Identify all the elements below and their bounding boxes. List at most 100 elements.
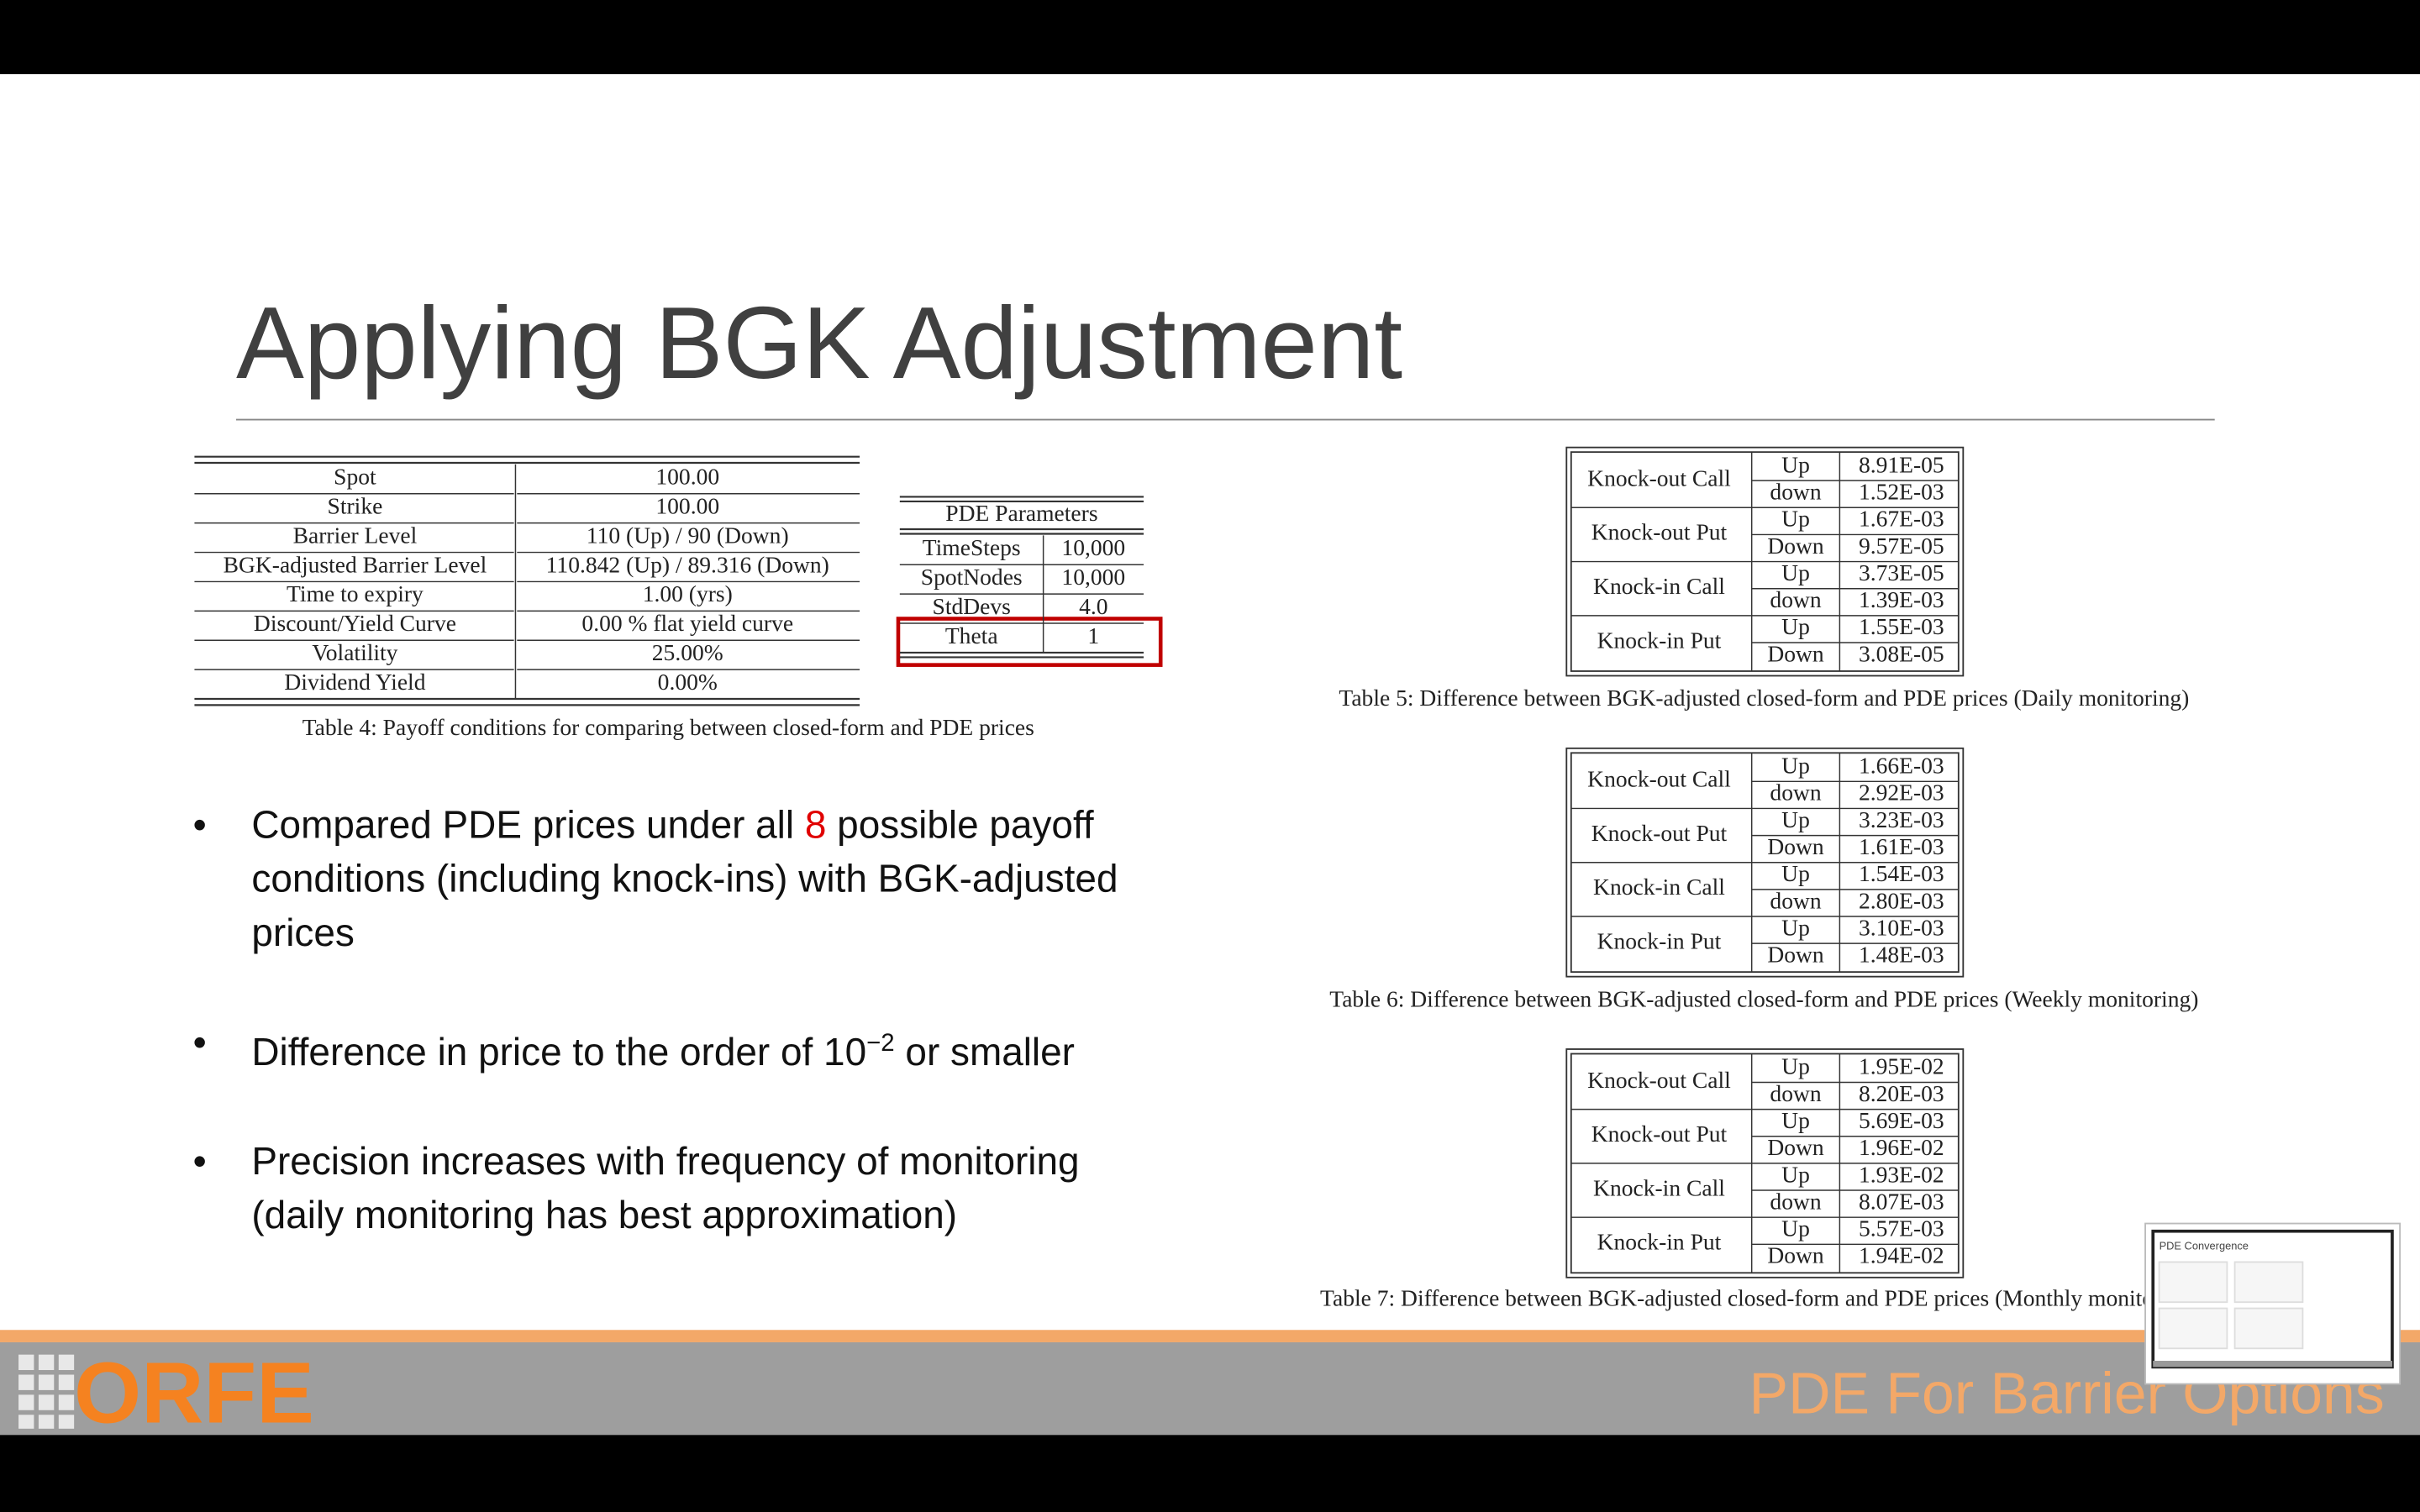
logo-grid	[18, 1354, 75, 1429]
bullet-text: possible payoff conditions (including kn…	[251, 803, 1118, 955]
param-name: TimeSteps	[923, 534, 1021, 560]
price-difference: 3.08E-05	[1859, 640, 1944, 666]
bullet-list: Compared PDE prices under all 8 possible…	[193, 799, 1181, 1299]
param-name: Dividend Yield	[284, 669, 425, 695]
barrier-direction: Up	[1781, 806, 1810, 832]
param-value: 100.00	[655, 493, 719, 519]
barrier-direction: down	[1770, 887, 1821, 913]
param-name: Spot	[334, 464, 376, 490]
option-type: Knock-out Call	[1587, 766, 1731, 792]
thumbnail-footer	[2153, 1360, 2392, 1368]
table-border	[1565, 747, 1965, 978]
barrier-direction: Down	[1767, 640, 1824, 666]
barrier-direction: Up	[1781, 1053, 1810, 1079]
price-difference: 5.69E-03	[1859, 1107, 1944, 1133]
bullet-text: Precision increases with frequency of mo…	[251, 1140, 1080, 1238]
option-type: Knock-in Put	[1597, 627, 1722, 653]
param-value: 1	[1087, 622, 1099, 648]
price-difference: 1.48E-03	[1859, 942, 1944, 968]
footer-stripe	[0, 1330, 2420, 1342]
param-name: Volatility	[312, 639, 397, 665]
price-difference: 1.66E-03	[1859, 753, 1944, 779]
table-caption: Table 4: Payoff conditions for comparing…	[302, 714, 1034, 740]
barrier-direction: Up	[1781, 1107, 1810, 1133]
table-caption: Table 7: Difference between BGK-adjusted…	[1320, 1285, 2199, 1311]
price-difference: 1.54E-03	[1859, 860, 1944, 886]
barrier-direction: Up	[1781, 506, 1810, 532]
option-type: Knock-in Call	[1593, 573, 1725, 599]
barrier-direction: down	[1770, 1188, 1821, 1214]
price-difference: 1.61E-03	[1859, 833, 1944, 859]
bullet: Precision increases with frequency of mo…	[193, 1136, 1181, 1244]
price-difference: 8.20E-03	[1859, 1080, 1944, 1106]
option-type: Knock-out Put	[1591, 820, 1728, 846]
thumbnail[interactable]: PDE Convergence	[2144, 1222, 2402, 1385]
param-value: 10,000	[1061, 564, 1125, 590]
barrier-direction: down	[1770, 780, 1821, 806]
param-name: Theta	[945, 622, 998, 648]
table-border	[1565, 446, 1965, 677]
option-type: Knock-out Call	[1587, 465, 1731, 491]
param-value: 0.00%	[658, 669, 718, 695]
param-name: Time to expiry	[287, 580, 424, 606]
bullet: Difference in price to the order of 10−2…	[193, 1016, 1181, 1080]
price-difference: 2.80E-03	[1859, 887, 1944, 913]
param-name: SpotNodes	[921, 564, 1023, 590]
price-difference: 2.92E-03	[1859, 780, 1944, 806]
option-type: Knock-in Call	[1593, 1174, 1725, 1200]
param-name: Barrier Level	[293, 522, 418, 548]
thumbnail-plot	[2158, 1307, 2228, 1350]
price-difference: 1.96E-02	[1859, 1134, 1944, 1160]
logo: ORFE	[74, 1344, 314, 1441]
option-type: Knock-out Put	[1591, 1121, 1728, 1147]
param-value: 10,000	[1061, 534, 1125, 560]
param-value: 0.00 % flat yield curve	[581, 610, 793, 636]
thumbnail-plot	[2233, 1307, 2304, 1350]
barrier-direction: Up	[1781, 451, 1810, 477]
bullet-text: Compared PDE prices under all	[251, 803, 805, 848]
price-difference: 1.55E-03	[1859, 613, 1944, 639]
param-value: 4.0	[1079, 593, 1107, 619]
barrier-direction: Down	[1767, 1134, 1824, 1160]
bullet-text: Difference in price to the order of	[251, 1031, 824, 1074]
price-difference: 1.93E-02	[1859, 1161, 1944, 1187]
option-type: Knock-out Put	[1591, 519, 1728, 545]
barrier-direction: Up	[1781, 1215, 1810, 1242]
option-type: Knock-in Put	[1597, 927, 1722, 953]
barrier-direction: Up	[1781, 860, 1810, 886]
param-value: 25.00%	[652, 639, 723, 665]
barrier-direction: Down	[1767, 942, 1824, 968]
slide-title: Applying BGK Adjustment	[236, 286, 1402, 400]
price-difference: 3.23E-03	[1859, 806, 1944, 832]
bullet-text: −2	[866, 1030, 895, 1058]
thumbnail-plot	[2158, 1261, 2228, 1304]
thumbnail-title: PDE Convergence	[2160, 1240, 2249, 1252]
param-name: Strike	[328, 493, 383, 519]
param-name: BGK-adjusted Barrier Level	[224, 551, 487, 577]
param-value: 110.842 (Up) / 89.316 (Down)	[546, 551, 829, 577]
price-difference: 8.91E-05	[1859, 451, 1944, 477]
param-name: StdDevs	[933, 593, 1011, 619]
price-difference: 9.57E-05	[1859, 533, 1944, 559]
table-caption: Table 5: Difference between BGK-adjusted…	[1339, 685, 2189, 711]
barrier-direction: Up	[1781, 914, 1810, 940]
table-border	[1565, 1048, 1965, 1278]
barrier-direction: down	[1770, 586, 1821, 612]
price-difference: 8.07E-03	[1859, 1188, 1944, 1214]
price-difference: 1.67E-03	[1859, 506, 1944, 532]
barrier-direction: Up	[1781, 613, 1810, 639]
barrier-direction: Up	[1781, 753, 1810, 779]
bullet-text: 8	[804, 803, 827, 848]
barrier-direction: Down	[1767, 833, 1824, 859]
price-difference: 5.57E-03	[1859, 1215, 1944, 1242]
price-difference: 1.95E-02	[1859, 1053, 1944, 1079]
price-difference: 1.52E-03	[1859, 479, 1944, 505]
highlight-box	[896, 617, 1163, 667]
price-difference: 1.39E-03	[1859, 586, 1944, 612]
price-difference: 1.94E-02	[1859, 1242, 1944, 1268]
bullet: Compared PDE prices under all 8 possible…	[193, 799, 1181, 961]
table-caption: Table 6: Difference between BGK-adjusted…	[1329, 985, 2198, 1011]
barrier-direction: Up	[1781, 1161, 1810, 1187]
